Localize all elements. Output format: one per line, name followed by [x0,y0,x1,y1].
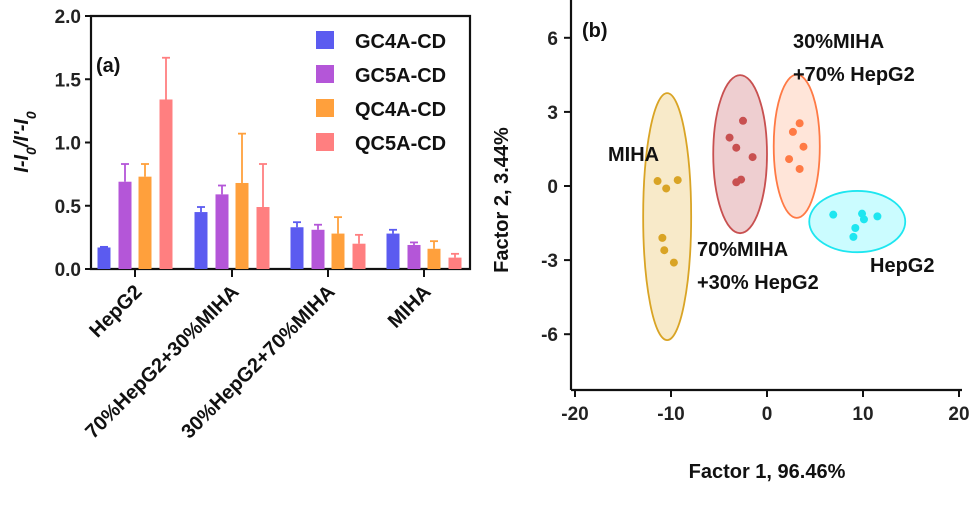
data-point [662,184,671,193]
bar [159,99,173,270]
data-point [669,258,678,267]
data-point [788,127,797,136]
bar [97,247,111,269]
bar [256,207,270,269]
y-axis-label: I-I0/I'-I0 [11,111,39,173]
bar [427,248,441,269]
data-point [859,215,868,224]
group-label: +30% HepG2 [697,272,819,294]
legend-swatch [316,31,334,49]
data-point [660,246,669,255]
group-label: MIHA [608,144,659,166]
data-point [737,175,746,184]
data-point [785,155,794,164]
data-point [799,142,808,151]
legend-swatch [316,133,334,151]
y-tick-label: 1.5 [55,70,82,91]
data-point [725,133,734,142]
x-tick-label: MIHA [384,281,436,333]
data-point [653,177,662,186]
x-tick-label: -10 [657,404,684,425]
group-ellipse [712,74,768,235]
panel-a-bar-chart: 0.00.51.01.52.0I-I0/I'-I0(a)HepG270%HepG… [11,7,472,443]
x-tick-label: 20 [948,404,969,425]
bar [138,176,152,269]
y-tick-label: 3 [547,103,558,124]
y-tick-label: -3 [541,251,558,272]
y-tick-label: 0.0 [55,260,81,281]
bar [194,212,208,269]
legend-label: QC4A-CD [355,99,446,121]
panel-label: (b) [582,20,608,42]
bar [352,243,366,269]
bar [290,227,304,269]
bar [215,194,229,269]
y-tick-label: 2.0 [55,7,81,28]
bar [235,182,249,269]
data-point [873,212,882,221]
bar [448,257,462,269]
legend-swatch [316,99,334,117]
bar [407,244,421,269]
y-tick-label: 0.5 [55,197,82,218]
data-point [795,164,804,173]
group-label: 30%MIHA [793,31,884,53]
legend-swatch [316,65,334,83]
group-ellipse [772,73,821,219]
data-point [673,176,682,185]
group-label: +70% HepG2 [793,64,915,86]
y-tick-label: 6 [547,29,558,50]
group-ellipse [808,190,907,254]
panel-b-pca-scatter: -6 -3 0 3 6 -20 -10 0 10 20 Factor 1, 96.46% Factor… [491,0,970,483]
x-tick-label: -20 [561,404,588,425]
y-tick-label: -6 [541,325,558,346]
x-tick-label: 0 [762,404,773,425]
y-tick-label: 1.0 [55,134,81,155]
bar [386,233,400,269]
x-tick-label: HepG2 [85,281,146,342]
data-point [829,210,838,219]
y-tick-label: 0 [547,177,558,198]
legend-label: GC5A-CD [355,65,446,87]
plot-frame [89,14,472,271]
x-axis-label: Factor 1, 96.46% [689,461,846,483]
legend-label: QC5A-CD [355,133,446,155]
group-label: 70%MIHA [697,239,788,261]
legend-label: GC4A-CD [355,31,446,53]
data-point [795,119,804,128]
data-point [849,232,858,241]
bar [118,181,132,269]
data-point [851,223,860,232]
data-point [748,153,757,162]
data-point [658,233,667,242]
x-tick-label: 30%HepG2+70%MIHA [177,281,339,443]
panel-label: (a) [96,55,120,77]
data-point [739,116,747,125]
bar [331,233,345,269]
y-axis-label: Factor 2, 3.44% [491,127,513,273]
data-point [732,143,741,152]
group-ellipse [642,92,693,342]
group-label: HepG2 [870,255,934,277]
x-tick-label: 10 [852,404,873,425]
bar [311,229,325,269]
